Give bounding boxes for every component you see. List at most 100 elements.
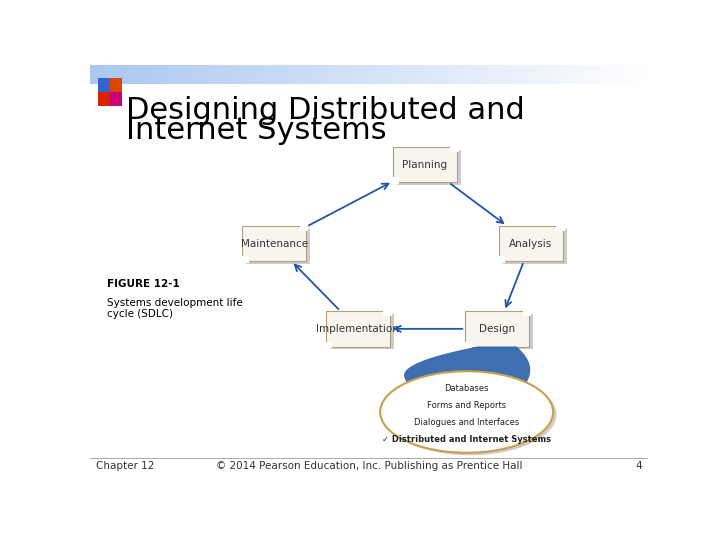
Bar bbox=[98, 92, 110, 105]
Bar bbox=[459, 65, 467, 84]
FancyArrowPatch shape bbox=[309, 184, 389, 226]
Bar bbox=[499, 226, 563, 261]
Text: Implementation: Implementation bbox=[316, 324, 400, 334]
Bar bbox=[327, 65, 334, 84]
Bar bbox=[495, 65, 502, 84]
Text: Internet Systems: Internet Systems bbox=[126, 116, 387, 145]
Bar bbox=[487, 65, 495, 84]
Bar bbox=[341, 65, 348, 84]
Bar bbox=[132, 65, 139, 84]
Bar bbox=[325, 311, 390, 347]
Bar bbox=[230, 65, 236, 84]
Bar bbox=[502, 65, 508, 84]
Bar bbox=[292, 65, 300, 84]
Bar bbox=[110, 92, 122, 105]
Bar bbox=[453, 65, 459, 84]
FancyArrowPatch shape bbox=[295, 265, 338, 309]
Bar bbox=[215, 65, 222, 84]
Bar bbox=[145, 65, 153, 84]
Bar bbox=[620, 65, 627, 84]
Bar bbox=[334, 65, 341, 84]
Bar bbox=[634, 65, 641, 84]
FancyArrowPatch shape bbox=[451, 184, 503, 223]
Bar bbox=[529, 65, 536, 84]
Bar bbox=[236, 65, 243, 84]
Text: Analysis: Analysis bbox=[509, 239, 552, 248]
Bar bbox=[641, 65, 648, 84]
Bar bbox=[497, 256, 505, 262]
Bar bbox=[418, 65, 425, 84]
Bar bbox=[397, 65, 404, 84]
Bar bbox=[242, 226, 306, 261]
Bar bbox=[557, 65, 564, 84]
Bar bbox=[111, 65, 118, 84]
Bar bbox=[593, 65, 599, 84]
Bar bbox=[209, 65, 215, 84]
Text: ✓ Distributed and Internet Systems: ✓ Distributed and Internet Systems bbox=[382, 435, 551, 444]
Bar bbox=[174, 65, 181, 84]
Bar bbox=[606, 65, 613, 84]
Bar bbox=[578, 65, 585, 84]
FancyArrowPatch shape bbox=[395, 326, 462, 332]
Bar bbox=[160, 65, 167, 84]
Bar bbox=[564, 65, 571, 84]
Bar bbox=[300, 225, 308, 231]
Bar bbox=[508, 65, 516, 84]
Bar bbox=[523, 310, 531, 316]
Bar bbox=[251, 65, 258, 84]
Bar bbox=[118, 65, 125, 84]
Bar bbox=[306, 65, 313, 84]
Text: Databases: Databases bbox=[444, 384, 489, 393]
Bar bbox=[613, 65, 620, 84]
Bar bbox=[181, 65, 188, 84]
Bar bbox=[348, 65, 355, 84]
Bar bbox=[222, 65, 230, 84]
Bar bbox=[425, 65, 432, 84]
Bar bbox=[516, 65, 523, 84]
Bar bbox=[369, 65, 376, 84]
Bar bbox=[320, 65, 327, 84]
Bar bbox=[98, 78, 110, 92]
Text: FIGURE 12-1: FIGURE 12-1 bbox=[107, 279, 179, 289]
Bar bbox=[125, 65, 132, 84]
Text: Dialogues and Interfaces: Dialogues and Interfaces bbox=[414, 418, 519, 427]
Bar bbox=[464, 341, 472, 348]
Bar bbox=[355, 65, 362, 84]
Ellipse shape bbox=[384, 374, 557, 455]
Bar bbox=[194, 65, 202, 84]
Bar bbox=[324, 341, 333, 348]
Ellipse shape bbox=[380, 371, 553, 453]
Bar bbox=[202, 65, 209, 84]
Bar bbox=[258, 65, 264, 84]
Bar bbox=[465, 311, 529, 347]
Bar bbox=[285, 65, 292, 84]
Bar bbox=[599, 65, 606, 84]
Bar bbox=[246, 229, 310, 264]
Bar bbox=[104, 65, 111, 84]
Text: Planning: Planning bbox=[402, 160, 447, 170]
Bar bbox=[544, 65, 550, 84]
Bar bbox=[313, 65, 320, 84]
Bar bbox=[481, 65, 487, 84]
Bar bbox=[474, 65, 481, 84]
Bar bbox=[139, 65, 145, 84]
Bar bbox=[446, 65, 453, 84]
Bar bbox=[271, 65, 279, 84]
Bar bbox=[450, 146, 459, 152]
Text: Designing Distributed and: Designing Distributed and bbox=[126, 96, 525, 125]
Bar bbox=[397, 150, 461, 185]
Bar bbox=[432, 65, 438, 84]
Bar bbox=[467, 65, 474, 84]
Bar bbox=[383, 310, 392, 316]
Bar bbox=[243, 65, 251, 84]
Bar bbox=[90, 65, 97, 84]
FancyArrowPatch shape bbox=[505, 264, 523, 307]
Bar bbox=[188, 65, 194, 84]
Bar bbox=[585, 65, 592, 84]
Bar bbox=[300, 65, 306, 84]
Bar bbox=[279, 65, 285, 84]
Bar bbox=[264, 65, 271, 84]
Bar bbox=[240, 256, 248, 262]
Bar bbox=[550, 65, 557, 84]
Bar bbox=[503, 229, 567, 264]
